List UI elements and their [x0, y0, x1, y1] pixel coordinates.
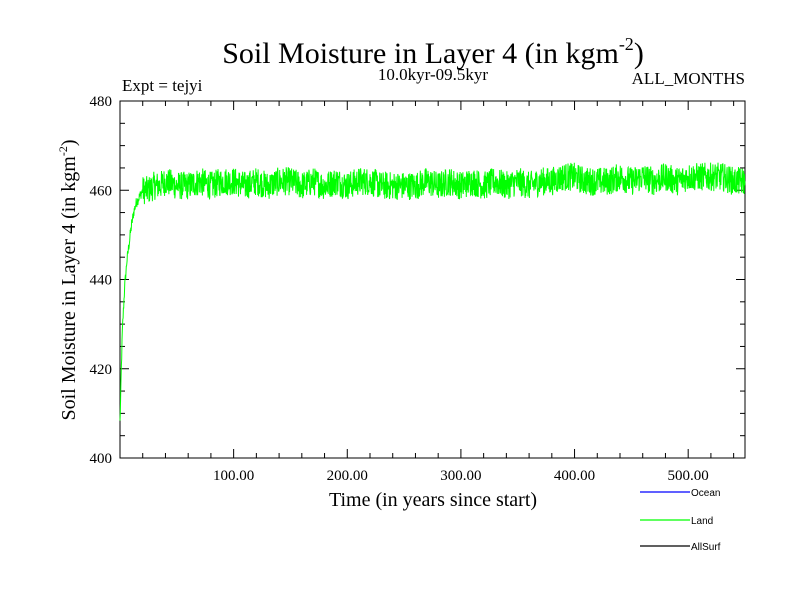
chart-title-main: Soil Moisture in Layer 4 (in kgm [222, 37, 619, 70]
series-line-land [119, 162, 746, 421]
legend-label-land: Land [691, 516, 713, 527]
legend-label-allsurf: AllSurf [691, 542, 721, 553]
y-axis-label-superscript: -2 [56, 146, 70, 156]
subtitle-left: Expt = tejyi [122, 76, 203, 95]
y-axis-label-main: Soil Moisture in Layer 4 (in kgm [58, 156, 80, 421]
chart-title: Soil Moisture in Layer 4 (in kgm-2) [222, 34, 644, 70]
y-tick-label: 440 [90, 273, 113, 289]
y-axis-label: Soil Moisture in Layer 4 (in kgm-2) [56, 139, 80, 420]
y-tick-label: 420 [90, 362, 113, 378]
chart-title-suffix: ) [634, 37, 644, 70]
y-axis-label-suffix: ) [58, 139, 80, 146]
x-axis-ticks [142, 101, 735, 458]
x-tick-label: 100.00 [213, 468, 254, 484]
series-group [119, 162, 746, 421]
x-axis-label: Time (in years since start) [329, 489, 537, 511]
y-axis-tick-labels: 400 420 440 460 480 [90, 94, 113, 467]
y-tick-label: 460 [90, 183, 113, 199]
subtitle-center: 10.0kyr-09.5kyr [378, 65, 488, 84]
plot-frame [119, 100, 746, 459]
y-tick-label: 480 [90, 94, 113, 110]
x-tick-label: 400.00 [554, 468, 595, 484]
y-axis-ticks [120, 122, 745, 437]
legend: Ocean Land AllSurf [640, 488, 721, 553]
legend-label-ocean: Ocean [691, 488, 720, 499]
chart-title-superscript: -2 [619, 34, 634, 54]
x-tick-label: 200.00 [327, 468, 368, 484]
subtitle-right: ALL_MONTHS [632, 69, 745, 88]
x-tick-label: 300.00 [440, 468, 481, 484]
x-axis-tick-labels: 100.00 200.00 300.00 400.00 500.00 [213, 468, 709, 484]
x-tick-label: 500.00 [668, 468, 709, 484]
y-tick-label: 400 [90, 451, 113, 467]
